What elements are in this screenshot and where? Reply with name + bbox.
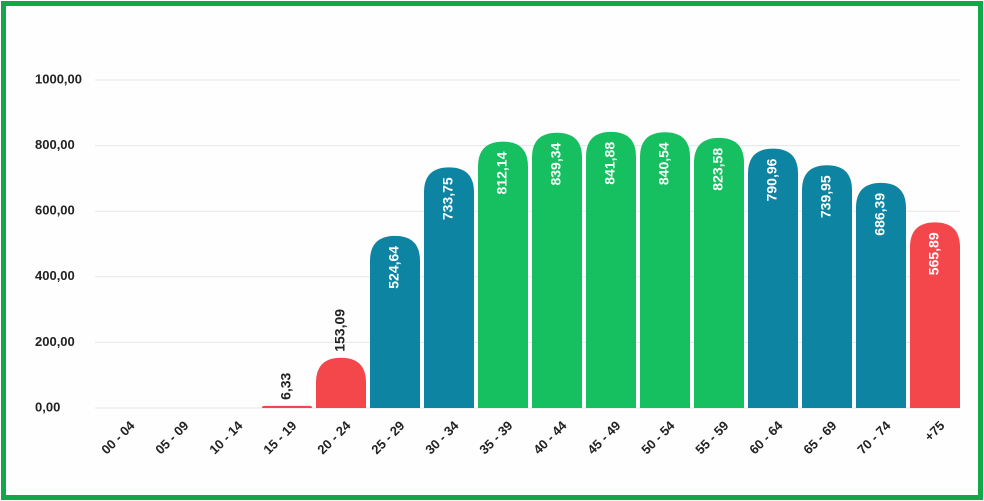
bar bbox=[640, 132, 690, 408]
value-label: 733,75 bbox=[440, 177, 456, 220]
bar bbox=[370, 235, 420, 408]
value-label: 812,14 bbox=[494, 151, 510, 194]
value-label: 839,34 bbox=[548, 142, 564, 185]
value-label: 686,39 bbox=[872, 193, 888, 236]
bar bbox=[586, 131, 636, 409]
value-label: 6,33 bbox=[278, 372, 294, 399]
y-tick-label: 800,00 bbox=[35, 137, 75, 152]
y-tick-label: 0,00 bbox=[35, 399, 60, 414]
value-label: 840,54 bbox=[656, 142, 672, 185]
bar bbox=[424, 167, 474, 408]
bar bbox=[532, 132, 582, 409]
bar bbox=[262, 405, 312, 408]
y-tick-label: 200,00 bbox=[35, 334, 75, 349]
bar bbox=[802, 165, 852, 408]
value-label: 823,58 bbox=[710, 148, 726, 191]
value-label: 790,96 bbox=[764, 158, 780, 201]
value-label: 565,89 bbox=[926, 232, 942, 275]
bar bbox=[910, 222, 960, 408]
y-tick-label: 1000,00 bbox=[35, 71, 82, 86]
bar bbox=[856, 182, 906, 408]
bar bbox=[748, 148, 798, 408]
y-tick-label: 400,00 bbox=[35, 268, 75, 283]
y-tick-label: 600,00 bbox=[35, 203, 75, 218]
bar bbox=[478, 141, 528, 408]
bar bbox=[316, 357, 366, 408]
value-label: 153,09 bbox=[332, 309, 348, 352]
value-label: 524,64 bbox=[386, 246, 402, 289]
value-label: 739,95 bbox=[818, 175, 834, 218]
value-label: 841,88 bbox=[602, 142, 618, 185]
bar bbox=[694, 137, 744, 408]
